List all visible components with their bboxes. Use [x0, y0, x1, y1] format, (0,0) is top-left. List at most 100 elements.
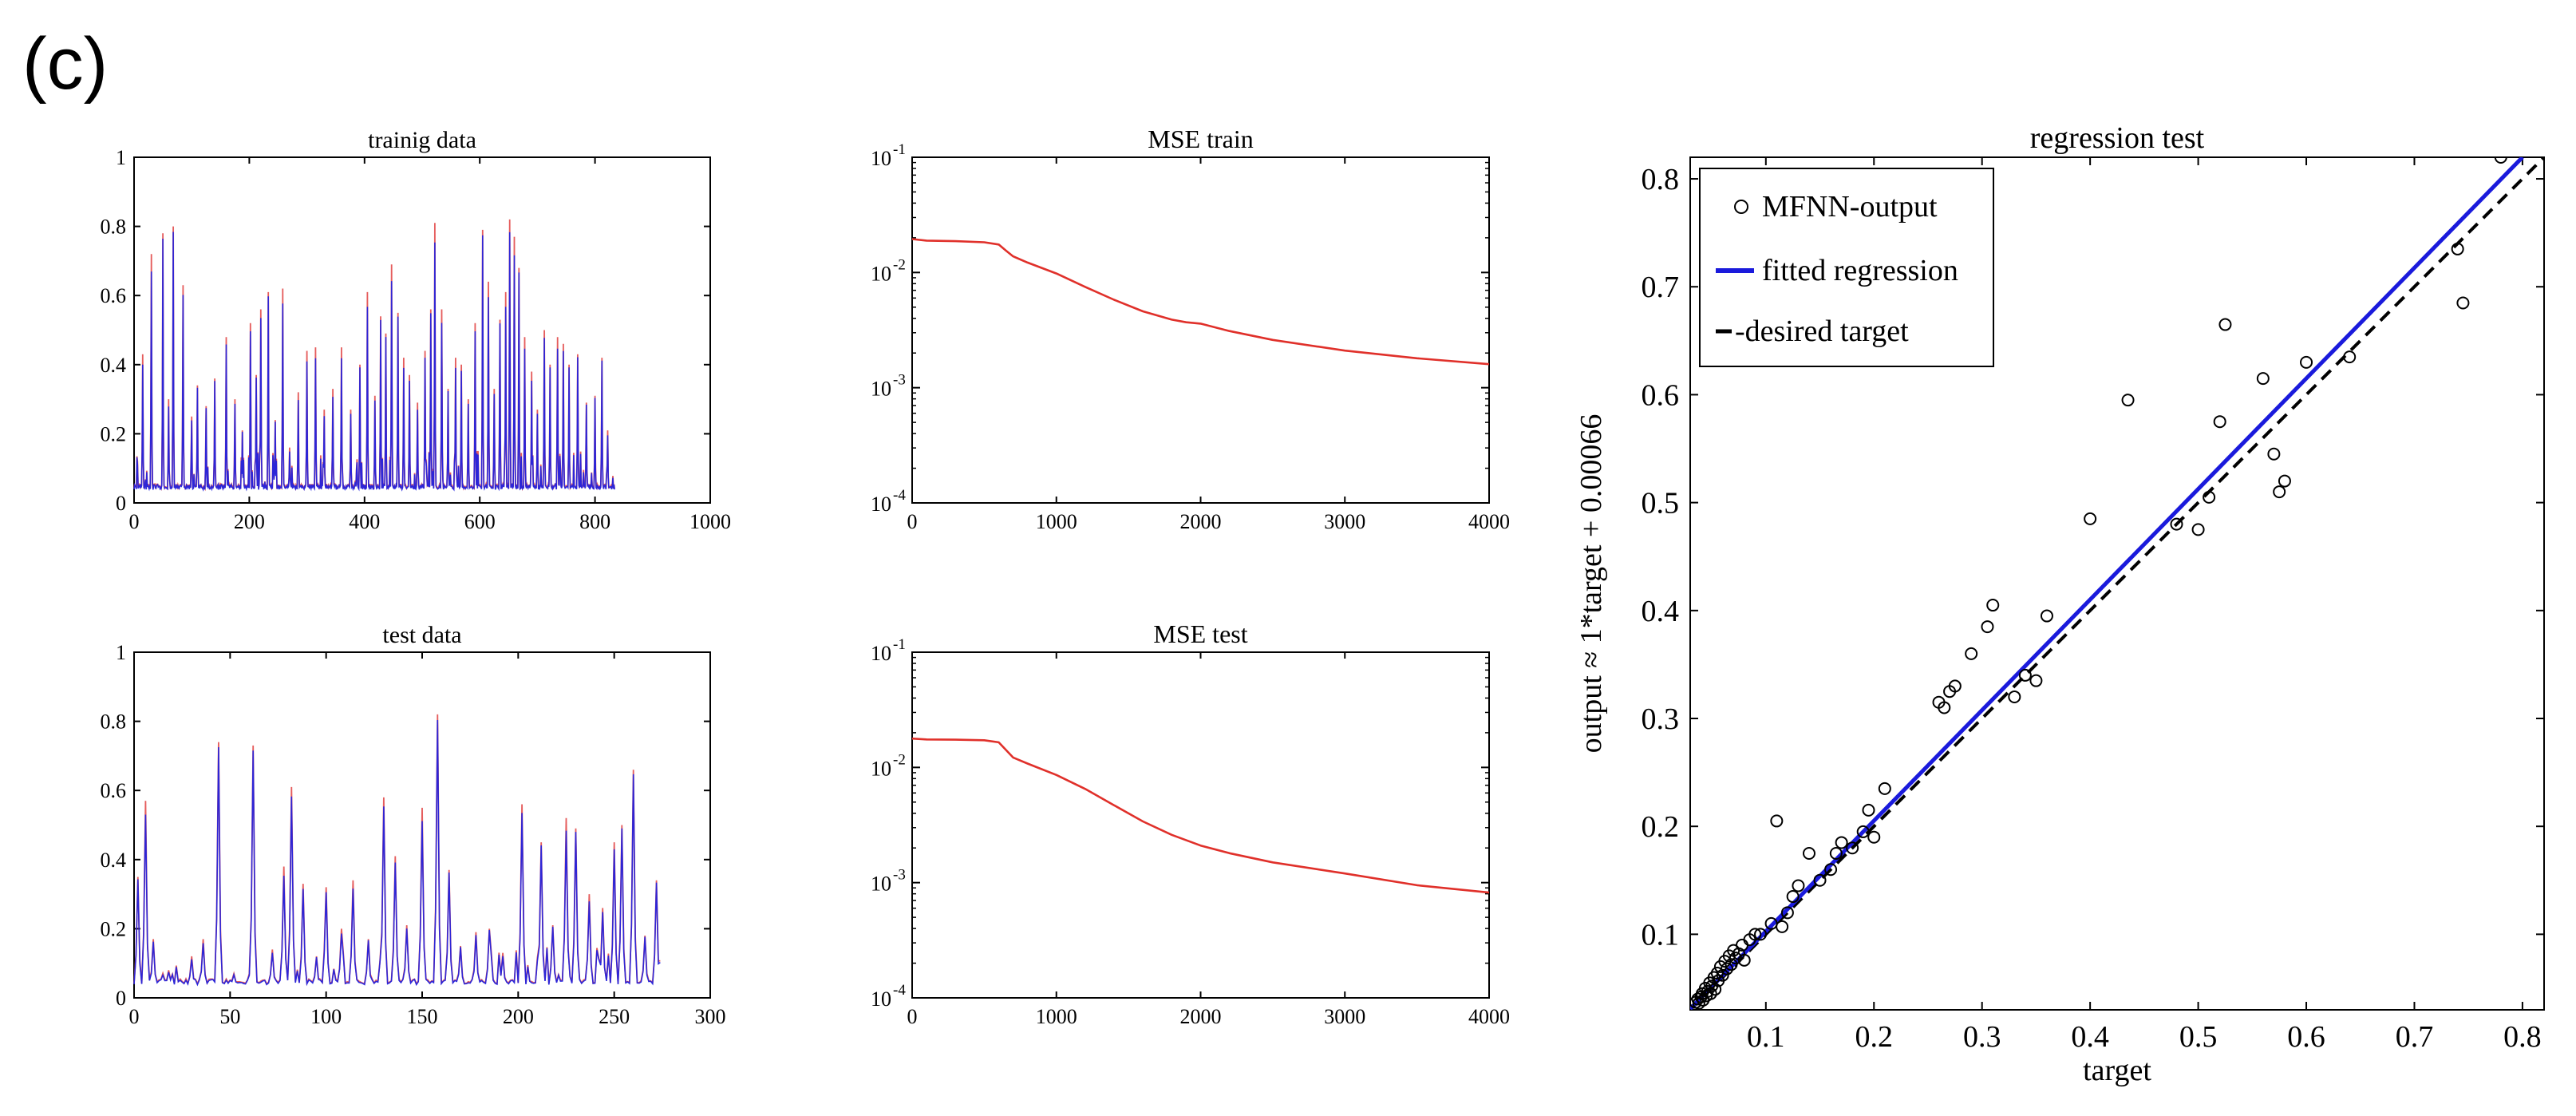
- training-data-xtick-label: 800: [579, 510, 610, 533]
- regression-test-xlabel: target: [2083, 1054, 2151, 1087]
- regression-test-point: [1721, 962, 1734, 976]
- regression-test-point: [1835, 836, 1848, 849]
- mse-train-xtick-label: 1000: [1036, 510, 1077, 533]
- regression-test-point: [1754, 928, 1768, 941]
- test-data-ytick-label: 0.2: [101, 917, 127, 940]
- mse-train-ytick-label: 10: [871, 493, 891, 516]
- mse-train-ytick-exponent: -1: [893, 141, 906, 158]
- training-data-ytick-label: 0: [116, 492, 126, 515]
- training-data-xtick-label: 400: [349, 510, 380, 533]
- mse-test-xtick-label: 3000: [1324, 1005, 1365, 1028]
- mse-train-ytick-exponent: -4: [893, 487, 906, 504]
- training-data-ytick-label: 0.2: [101, 422, 127, 445]
- regression-test-xtick-label: 0.1: [1747, 1020, 1785, 1054]
- regression-test-point: [1986, 599, 2000, 612]
- regression-test-title: regression test: [2030, 121, 2205, 155]
- regression-test-point: [2008, 690, 2021, 703]
- regression-test-point: [2040, 609, 2053, 623]
- mse-test-ytick-exponent: -1: [893, 636, 906, 653]
- regression-test-legend-label: fitted regression: [1762, 254, 1958, 287]
- mse-test-title: MSE test: [1153, 619, 1247, 648]
- regression-test-legend-label: -desired target: [1735, 315, 1909, 348]
- regression-test-point: [1725, 958, 1738, 972]
- regression-test-point: [1786, 890, 1800, 904]
- training-data-axes-box: [133, 156, 711, 504]
- training-data-xtick-label: 600: [464, 510, 496, 533]
- regression-test-legend-label: MFNN-output: [1762, 190, 1938, 224]
- regression-test-ytick-label: 0.6: [1642, 378, 1680, 412]
- regression-test-point: [1813, 873, 1827, 887]
- mse-train-ytick-exponent: -3: [893, 372, 906, 389]
- regression-test-point: [2256, 372, 2270, 386]
- training-data-chart: trainig data 0 200 400 600 800 1000 0 0.2 0.4 0.6 0…: [101, 127, 732, 533]
- regression-test-ytick-label: 0.5: [1642, 487, 1680, 520]
- regression-test-point: [1878, 782, 1891, 795]
- regression-test-legend-marker: [1734, 200, 1748, 214]
- test-data-title: test data: [382, 622, 461, 648]
- regression-test-point: [2278, 474, 2291, 488]
- mse-test-ytick-exponent: -4: [893, 982, 906, 999]
- regression-test-point: [2203, 490, 2216, 504]
- mse-train-axes-box: [911, 156, 1490, 504]
- regression-test-xtick-label: 0.8: [2503, 1020, 2542, 1054]
- mse-test-ytick-label: 10: [871, 987, 891, 1011]
- regression-test-point: [1709, 983, 1722, 996]
- mse-train-ytick-label: 10: [871, 147, 891, 170]
- test-data-ytick-label: 0.6: [101, 779, 127, 802]
- test-data-chart: test data 0 50 100 150 200 250 300 0 0.2 0.4 0.6 0.8…: [101, 622, 726, 1028]
- mse-test-xtick-label: 4000: [1468, 1005, 1510, 1028]
- regression-test-point: [2451, 242, 2464, 255]
- mse-test-xtick-label: 2000: [1180, 1005, 1222, 1028]
- regression-test-point: [2456, 296, 2470, 310]
- regression-test-point: [1981, 620, 1994, 634]
- mse-test-axes-box: [911, 651, 1490, 999]
- test-data-series-output: [133, 719, 661, 987]
- regression-test-point: [2170, 517, 2183, 531]
- regression-test-point: [1770, 814, 1784, 828]
- regression-test-point: [1938, 701, 1951, 714]
- mse-train-xtick-label: 4000: [1468, 510, 1510, 533]
- regression-test-point: [1780, 906, 1794, 920]
- regression-test-chart: regression test 0.1 0.2 0.3 0.4 0.5 0.6 0.7 0.8 0…: [1574, 121, 2545, 1087]
- test-data-xtick-label: 300: [695, 1005, 726, 1028]
- training-data-xtick-label: 1000: [689, 510, 731, 533]
- training-data-ytick-label: 0.4: [101, 354, 127, 377]
- training-data-title: trainig data: [368, 127, 476, 153]
- test-data-ytick-label: 0.4: [101, 849, 127, 872]
- regression-test-point: [1776, 920, 1789, 933]
- regression-test-ylabel: output ≈ 1*target + 0.00066: [1574, 414, 1608, 754]
- training-data-ytick-label: 0.6: [101, 284, 127, 307]
- mse-test-ytick-label: 10: [871, 642, 891, 665]
- test-data-ytick-label: 0.8: [101, 710, 127, 734]
- training-data-ytick-label: 0.8: [101, 216, 127, 239]
- regression-test-point: [2218, 318, 2232, 331]
- mse-test-ytick-label: 10: [871, 873, 891, 896]
- mse-train-ytick-label: 10: [871, 378, 891, 401]
- regression-test-point: [1737, 953, 1751, 967]
- regression-test-axes-box: [1689, 156, 2545, 1011]
- regression-test-point: [1802, 846, 1815, 860]
- regression-test-point: [2084, 512, 2097, 525]
- training-data-xtick-label: 0: [129, 510, 140, 533]
- mse-test-ytick-label: 10: [871, 757, 891, 780]
- regression-test-desired-target-line: [1690, 157, 2544, 1010]
- regression-test-xtick-label: 0.6: [2287, 1020, 2325, 1054]
- regression-test-point: [1829, 846, 1843, 860]
- regression-test-legend-box: [1699, 168, 1994, 367]
- regression-test-ytick-label: 0.7: [1642, 271, 1680, 304]
- regression-test-ytick-label: 0.1: [1642, 918, 1680, 952]
- regression-test-point: [2029, 674, 2043, 687]
- regression-test-point: [2273, 485, 2286, 499]
- regression-test-fitted-regression-line: [1690, 157, 2524, 1010]
- test-data-xtick-label: 50: [219, 1005, 240, 1028]
- regression-test-point: [1862, 803, 1875, 817]
- regression-test-point: [2494, 157, 2507, 164]
- mse-train-series-line: [911, 238, 1490, 366]
- mse-train-ytick-exponent: -2: [893, 256, 906, 273]
- regression-test-point: [2213, 415, 2226, 429]
- regression-test-point: [2343, 350, 2357, 364]
- training-data-xtick-label: 200: [234, 510, 265, 533]
- mse-test-ytick-exponent: -2: [893, 751, 906, 768]
- regression-test-point: [2018, 668, 2032, 682]
